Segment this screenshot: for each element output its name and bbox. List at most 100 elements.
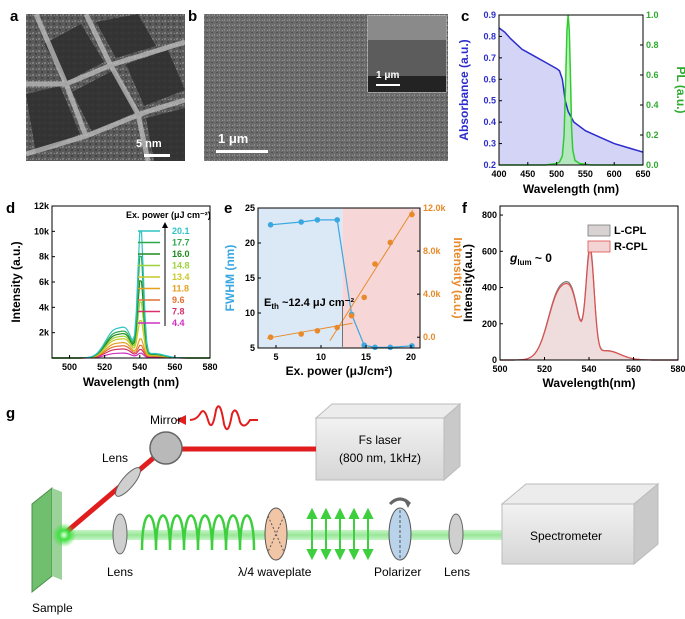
- absorbance-line: [498, 27, 644, 153]
- legend-label: 20.1: [172, 226, 190, 236]
- x-tick-label: 15: [361, 352, 371, 362]
- y-right-tick-label: 1.0: [646, 10, 659, 20]
- y-tick-label: 600: [482, 246, 497, 256]
- y-left-tick-label: 20: [245, 238, 255, 248]
- inset-scale-label: 1 μm: [376, 70, 399, 81]
- sem-image: 1 μm 1 μm: [204, 14, 448, 161]
- x-axis-label: Wavelength(nm): [543, 376, 636, 390]
- fwhm-point: [334, 217, 340, 223]
- y-left-tick-label: 0.4: [483, 117, 496, 127]
- polarizer-label: Polarizer: [374, 565, 421, 579]
- legend-label: L-CPL: [614, 225, 647, 237]
- laser-subtitle: (800 nm, 1kHz): [339, 451, 421, 465]
- x-tick-label: 500: [62, 362, 77, 372]
- chart-e-threshold: 5 10 15 20 5 10 15 20 25 0.0 4.0k 8.0k 12.0k Ex. powe…: [223, 203, 462, 378]
- waveplate-label: λ/4 waveplate: [238, 565, 312, 579]
- intensity-point: [409, 211, 415, 218]
- x-tick-label: 20: [406, 352, 416, 362]
- y-tick-label: 2k: [39, 328, 50, 338]
- x-tick-label: 560: [626, 364, 641, 374]
- y-left-axis-label: FWHM (nm): [223, 245, 237, 312]
- legend-arrow-head: [162, 222, 168, 228]
- sample: Sample: [31, 486, 76, 615]
- lens-2-label: Lens: [444, 565, 470, 579]
- y-right-tick-label: 12.0k: [423, 203, 447, 213]
- lens-1-label: Lens: [107, 565, 133, 579]
- y-tick-label: 0: [492, 355, 497, 365]
- x-tick-label: 560: [167, 362, 182, 372]
- legend-label: 16.0: [172, 249, 190, 259]
- y-left-tick-label: 0.9: [483, 10, 496, 20]
- y-right-tick-label: 8.0k: [423, 246, 442, 256]
- y-tick-label: 6k: [39, 277, 50, 287]
- y-right-axis-label: PL (a.u.): [674, 66, 685, 113]
- y-right-tick-label: 0.0: [423, 332, 436, 342]
- intensity-point: [267, 334, 274, 341]
- lens-top-label: Lens: [102, 451, 128, 465]
- fs-laser-box: Fs laser (800 nm, 1kHz): [314, 402, 462, 482]
- spectrometer-box: Spectrometer: [500, 482, 660, 566]
- fwhm-point: [387, 344, 394, 351]
- x-tick-label: 650: [635, 169, 650, 179]
- fwhm-point: [267, 222, 274, 228]
- y-left-tick-label: 0.8: [483, 31, 496, 41]
- red-beam-diagonal: [62, 447, 166, 536]
- lens-1: Lens: [107, 513, 133, 579]
- y-axis-label: Intensity (a.u.): [9, 241, 23, 322]
- legend-label: R-CPL: [614, 241, 648, 253]
- panel-f-letter: f: [462, 200, 467, 217]
- fwhm-point: [314, 217, 321, 223]
- y-left-tick-label: 15: [245, 273, 255, 283]
- quarter-waveplate: λ/4 waveplate: [238, 507, 312, 579]
- y-right-tick-label: 0.4: [646, 100, 659, 110]
- x-tick-label: 580: [202, 362, 217, 372]
- below-threshold-region: [258, 208, 343, 348]
- x-tick-label: 600: [607, 169, 622, 179]
- lens-top: Lens: [102, 451, 141, 497]
- y-tick-label: 200: [482, 319, 497, 329]
- y-tick-label: 4k: [39, 302, 50, 312]
- x-tick-label: 10: [316, 352, 326, 362]
- circular-polarization-icon: [140, 514, 256, 551]
- y-tick-label: 400: [482, 283, 497, 293]
- legend-label: 4.4: [172, 318, 185, 328]
- scale-bar-label-a: 5 nm: [136, 138, 162, 150]
- legend-label: 11.8: [172, 284, 189, 294]
- spectrometer-label: Spectrometer: [530, 529, 602, 543]
- chart-f-cpl: 500 520 540 560 580 0 200 400 600 800 Wavelength(n…: [461, 205, 685, 390]
- y-left-tick-label: 0.5: [483, 96, 496, 106]
- intensity-point: [387, 239, 394, 246]
- linear-polarization-icon: [306, 507, 374, 561]
- x-tick-label: 540: [581, 364, 596, 374]
- x-tick-label: 520: [97, 362, 112, 372]
- intensity-point: [372, 261, 378, 267]
- x-tick-label: 500: [492, 364, 507, 374]
- y-tick-label: 8k: [39, 252, 50, 262]
- lens-2: Lens: [444, 513, 470, 579]
- intensity-point: [298, 331, 304, 337]
- y-left-tick-label: 0.6: [483, 74, 496, 84]
- sample-label: Sample: [32, 601, 73, 615]
- y-left-tick-label: 25: [245, 203, 255, 213]
- x-tick-label: 580: [670, 364, 685, 374]
- y-left-axis-label: Absorbance (a.u.): [457, 39, 471, 140]
- chart-c-absorbance-pl: 400 450 500 550 600 650 0.2 0.3 0.4 0.5 0.6 0.7 0.8 0…: [457, 10, 685, 196]
- fit-line-above: [329, 209, 414, 341]
- legend-label: 17.7: [172, 238, 190, 248]
- panel-g-letter: g: [6, 405, 16, 422]
- scale-bar-label-b: 1 μm: [218, 131, 248, 146]
- y-axis-label: Intensity(a.u.): [461, 244, 475, 322]
- legend-label: 7.8: [172, 307, 185, 317]
- threshold-annotation: Eth ~12.4 μJ cm⁻²: [264, 297, 354, 311]
- y-tick-label: 800: [482, 210, 497, 220]
- y-right-axis-label: Intensity (a.u.): [451, 237, 462, 318]
- x-axis-label: Wavelength (nm): [523, 182, 619, 196]
- legend-label: 9.6: [172, 295, 185, 305]
- mirror: Mirror: [149, 413, 183, 465]
- intensity-point: [334, 324, 340, 331]
- y-left-tick-label: 0.2: [483, 160, 496, 170]
- fwhm-point: [298, 219, 304, 225]
- panel-c-letter: c: [461, 8, 470, 25]
- y-right-tick-label: 0.6: [646, 70, 659, 80]
- mirror-label: Mirror: [150, 413, 181, 427]
